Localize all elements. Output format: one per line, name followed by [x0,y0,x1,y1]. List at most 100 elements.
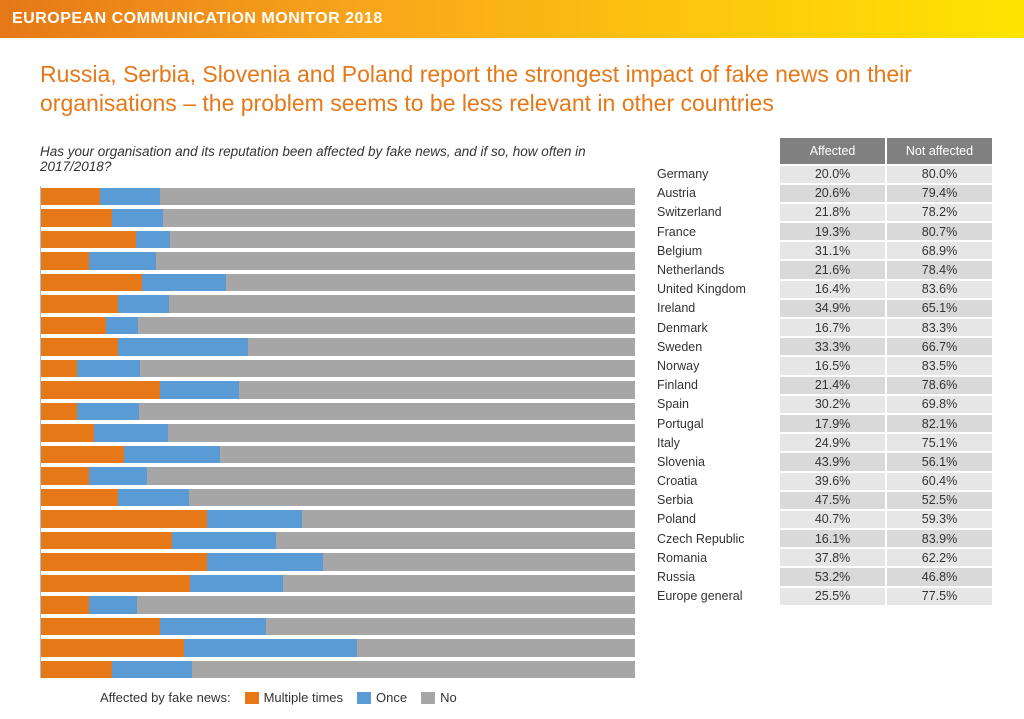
not-affected-cell: 83.5% [887,357,992,374]
bar-row [41,317,635,335]
bar-row [41,596,635,614]
bar-segment-no [283,575,635,593]
table-row: United Kingdom16.4%83.6% [651,281,992,298]
legend-swatch-no [421,692,435,704]
bar-segment-multiple [41,510,207,528]
bar-segment-multiple [41,661,112,679]
not-affected-cell: 80.7% [887,223,992,240]
table-header-affected: Affected [780,138,885,164]
affected-cell: 53.2% [780,568,885,585]
bar-segment-once [89,252,156,270]
bar-segment-multiple [41,596,89,614]
bar-segment-no [323,553,635,571]
bar-segment-once [160,381,239,399]
bar-segment-once [118,338,248,356]
bar-row [41,489,635,507]
bar-segment-multiple [41,553,207,571]
bar-row [41,231,635,249]
affected-cell: 16.7% [780,319,885,336]
bar-segment-once [100,188,159,206]
not-affected-cell: 52.5% [887,492,992,509]
country-cell: Sweden [651,338,778,355]
bar-segment-once [124,446,220,464]
table-row: Netherlands21.6%78.4% [651,261,992,278]
page-title: Russia, Serbia, Slovenia and Poland repo… [0,38,1024,136]
bar-segment-multiple [41,274,142,292]
not-affected-cell: 56.1% [887,453,992,470]
bar-segment-once [112,209,163,227]
bar-segment-once [77,403,139,421]
affected-cell: 21.4% [780,377,885,394]
affected-cell: 30.2% [780,396,885,413]
not-affected-cell: 83.6% [887,281,992,298]
country-cell: Finland [651,377,778,394]
bar-segment-no [220,446,635,464]
bar-segment-no [266,618,635,636]
bar-segment-no [239,381,635,399]
country-cell: Czech Republic [651,530,778,547]
not-affected-cell: 83.9% [887,530,992,547]
affected-cell: 16.1% [780,530,885,547]
legend-text-once: Once [376,690,407,705]
table-row: Germany20.0%80.0% [651,166,992,183]
bar-segment-once [118,295,169,313]
bar-row [41,338,635,356]
not-affected-cell: 60.4% [887,473,992,490]
affected-cell: 25.5% [780,588,885,605]
bar-segment-no [192,661,635,679]
bar-row [41,274,635,292]
bar-segment-no [163,209,635,227]
affected-cell: 47.5% [780,492,885,509]
table-row: France19.3%80.7% [651,223,992,240]
not-affected-cell: 59.3% [887,511,992,528]
bar-row [41,403,635,421]
bar-segment-no [170,231,635,249]
country-cell: Croatia [651,473,778,490]
table-row: Russia53.2%46.8% [651,568,992,585]
not-affected-cell: 78.2% [887,204,992,221]
bar-row [41,575,635,593]
country-cell: Poland [651,511,778,528]
table-row: Austria20.6%79.4% [651,185,992,202]
country-cell: Germany [651,166,778,183]
country-cell: Slovenia [651,453,778,470]
bar-segment-once [94,424,168,442]
chart-column: Has your organisation and its reputation… [40,136,635,706]
bar-segment-no [137,596,635,614]
bar-segment-multiple [41,231,136,249]
bar-row [41,510,635,528]
country-cell: Serbia [651,492,778,509]
bar-segment-multiple [41,618,160,636]
bar-segment-multiple [41,575,190,593]
not-affected-cell: 68.9% [887,242,992,259]
bar-row [41,661,635,679]
country-cell: Romania [651,549,778,566]
bar-segment-no [168,424,635,442]
not-affected-cell: 62.2% [887,549,992,566]
bar-segment-once [184,639,357,657]
table-row: Slovenia43.9%56.1% [651,453,992,470]
bar-segment-no [139,403,635,421]
legend-item-multiple: Multiple times [245,690,343,705]
country-cell: Denmark [651,319,778,336]
country-cell: Portugal [651,415,778,432]
bar-segment-no [276,532,635,550]
affected-cell: 17.9% [780,415,885,432]
affected-cell: 34.9% [780,300,885,317]
bar-segment-once [136,231,170,249]
not-affected-cell: 83.3% [887,319,992,336]
bar-row [41,467,635,485]
bar-segment-multiple [41,209,112,227]
bar-segment-multiple [41,424,94,442]
legend-item-once: Once [357,690,407,705]
bar-segment-no [169,295,635,313]
not-affected-cell: 78.4% [887,261,992,278]
table-row: Ireland34.9%65.1% [651,300,992,317]
table-row: Sweden33.3%66.7% [651,338,992,355]
header-band: EUROPEAN COMMUNICATION MONITOR 2018 [0,0,1024,38]
bar-segment-once [142,274,226,292]
country-cell: Switzerland [651,204,778,221]
not-affected-cell: 79.4% [887,185,992,202]
legend-swatch-multiple [245,692,259,704]
bar-segment-no [138,317,635,335]
